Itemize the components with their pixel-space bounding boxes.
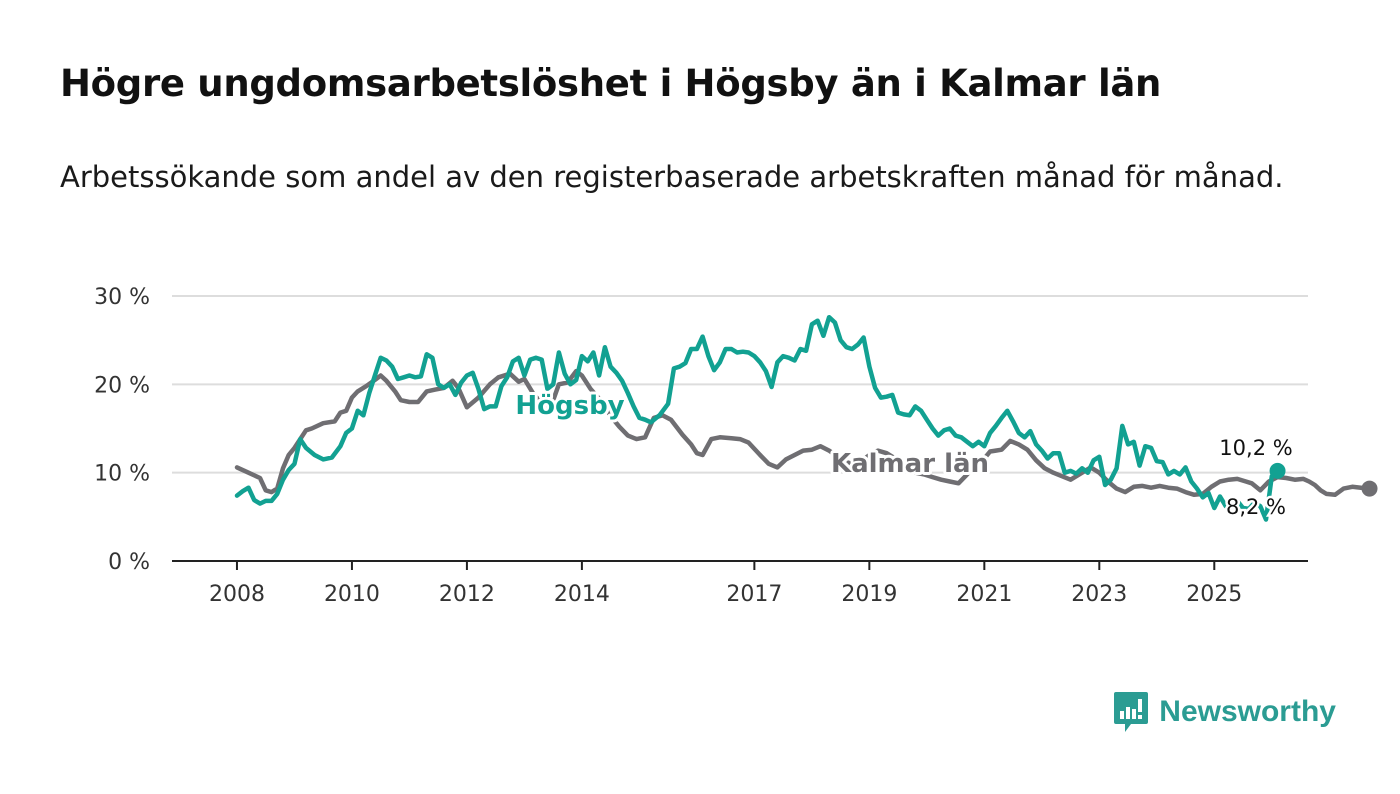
x-tick-label: 2008 — [209, 582, 265, 607]
chart-subtitle: Arbetssökande som andel av den registerb… — [60, 160, 1284, 194]
brand-name: Newsworthy — [1159, 695, 1336, 728]
x-axis-tick-labels: 2008 2010 2012 2014 2017 2019 2021 2023 2025 — [209, 582, 1242, 607]
y-tick-label: 10 % — [94, 462, 150, 487]
x-tick-label: 2010 — [324, 582, 380, 607]
gridlines — [172, 295, 1308, 474]
x-tick-label: 2014 — [554, 582, 610, 607]
y-tick-label: 20 % — [94, 373, 150, 398]
bar-chart-speech-bubble-icon — [1114, 692, 1149, 732]
y-axis-tick-labels: 0 % 10 % 20 % 30 % — [94, 285, 150, 575]
end-point-hogsby — [1269, 462, 1286, 479]
end-points: 8,2 % 10,2 % — [1217, 434, 1378, 522]
series-line-hogsby — [234, 314, 1280, 522]
x-tick-label: 2019 — [841, 582, 897, 607]
end-value-label-kalmar-lan: 8,2 % — [1226, 495, 1286, 519]
x-tick-label: 2012 — [439, 582, 495, 607]
end-value-label-hogsby: 10,2 % — [1219, 436, 1292, 460]
series-lines — [234, 314, 1372, 522]
x-tick-label: 2023 — [1071, 582, 1127, 607]
x-tick-label: 2025 — [1186, 582, 1242, 607]
x-axis-ticks — [235, 561, 1216, 570]
series-line-kalmar-lan — [234, 368, 1372, 498]
series-label-hogsby: Högsby — [515, 391, 624, 421]
end-point-kalmar-lan — [1361, 480, 1378, 497]
x-tick-label: 2017 — [726, 582, 782, 607]
chart-title: Högre ungdomsarbetslöshet i Högsby än i … — [60, 62, 1162, 105]
y-tick-label: 0 % — [108, 550, 150, 575]
newsworthy-logo[interactable]: Newsworthy — [1113, 690, 1336, 734]
series-labels: Kalmar län Högsby — [512, 388, 992, 482]
x-tick-label: 2021 — [956, 582, 1012, 607]
series-label-kalmar-lan: Kalmar län — [831, 449, 989, 479]
y-tick-label: 30 % — [94, 285, 150, 310]
